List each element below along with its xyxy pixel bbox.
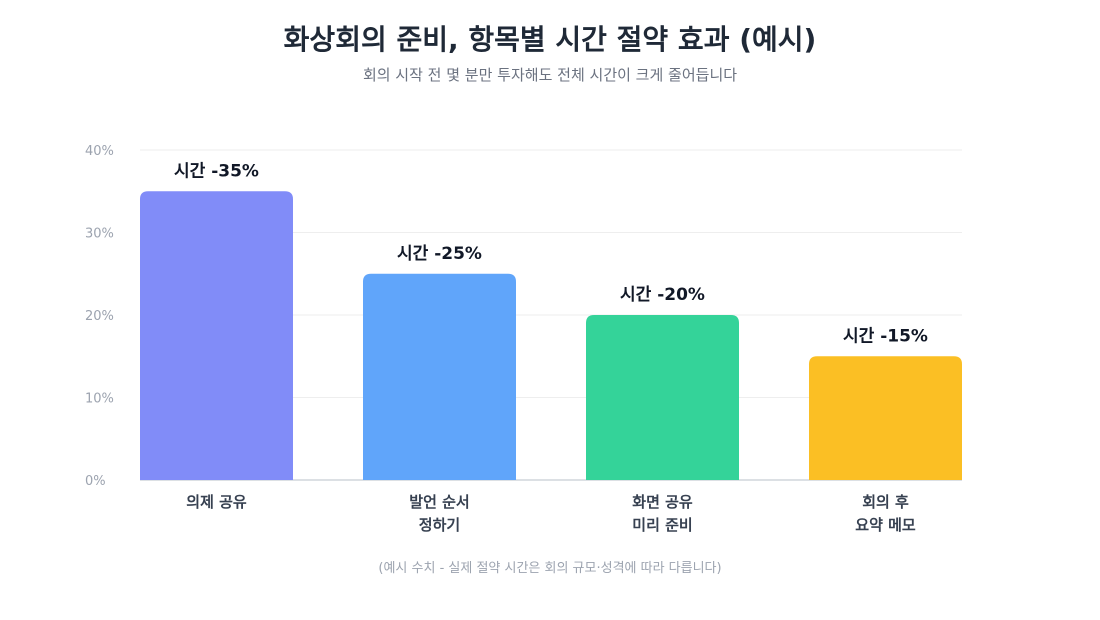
chart-footnote: (예시 수치 - 실제 절약 시간은 회의 규모·성격에 따라 다릅니다) xyxy=(378,561,722,576)
x-tick-label: 미리 준비 xyxy=(632,516,692,534)
data-label: 시간 -15% xyxy=(843,326,928,346)
bar xyxy=(586,315,739,480)
y-tick-label: 10% xyxy=(85,392,114,407)
data-label: 시간 -20% xyxy=(620,285,705,305)
chart-subtitle: 회의 시작 전 몇 분만 투자해도 전체 시간이 크게 줄어듭니다 xyxy=(362,66,738,84)
bar xyxy=(140,191,293,480)
x-tick-label: 의제 공유 xyxy=(186,493,247,511)
y-tick-label: 20% xyxy=(85,309,114,324)
x-tick-label: 회의 후 xyxy=(862,493,909,511)
y-tick-label: 40% xyxy=(85,144,114,159)
chart-title: 화상회의 준비, 항목별 시간 절약 효과 (예시) xyxy=(283,23,817,56)
data-label: 시간 -25% xyxy=(397,244,482,264)
bar xyxy=(363,273,516,480)
y-tick-label: 30% xyxy=(85,227,114,242)
x-tick-label: 정하기 xyxy=(419,516,460,534)
y-tick-label: 0% xyxy=(85,474,106,489)
data-label: 시간 -35% xyxy=(174,161,259,181)
x-tick-label: 화면 공유 xyxy=(632,493,693,511)
x-tick-label: 요약 메모 xyxy=(855,516,916,534)
x-tick-label: 발언 순서 xyxy=(409,493,469,511)
bar xyxy=(809,356,962,480)
